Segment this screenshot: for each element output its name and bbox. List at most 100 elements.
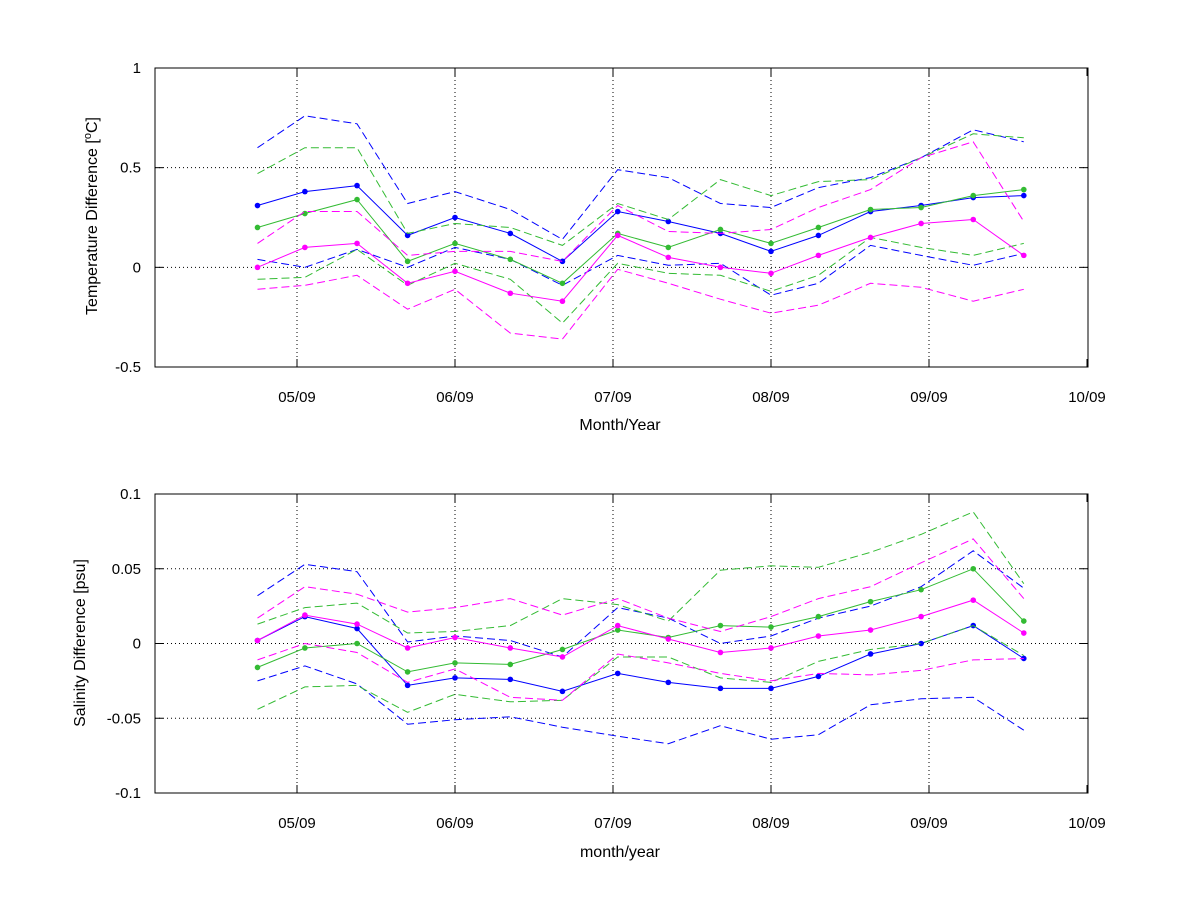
salinity-data-point <box>614 670 621 677</box>
temperature-y-tick-label: -0.5 <box>115 359 141 376</box>
salinity-y-tick-label: 0 <box>133 636 141 653</box>
salinity-series-line-3-mean <box>257 568 1025 673</box>
temperature-data-point <box>452 268 458 275</box>
salinity-data-point <box>768 685 774 692</box>
temperature-data-point <box>302 210 308 217</box>
salinity-data-point <box>1021 655 1027 662</box>
salinity-y-tick-label: 0.1 <box>120 486 141 503</box>
temperature-data-point <box>717 226 724 233</box>
salinity-data-point <box>614 627 621 633</box>
temperature-data-point <box>559 280 566 287</box>
salinity-x-tick-label: 08/09 <box>752 815 790 832</box>
temperature-x-tick-label: 05/09 <box>278 389 316 406</box>
temperature-data-point <box>354 196 360 203</box>
temperature-data-point <box>404 232 411 239</box>
salinity-x-tick-label: 06/09 <box>436 815 474 832</box>
salinity-data-point <box>815 633 822 639</box>
salinity-data-point <box>717 685 724 692</box>
temperature-data-point <box>1021 186 1027 193</box>
salinity-data-point <box>507 676 514 683</box>
salinity-series-line-2-dashed <box>257 665 1025 745</box>
temperature-data-point <box>867 234 874 241</box>
salinity-series-line-1-dashed <box>257 550 1025 658</box>
salinity-data-point <box>918 640 924 647</box>
salinity-series-line-0-mean <box>257 616 1025 692</box>
salinity-x-ticks: 05/09 06/09 07/09 08/09 09/09 10/09 <box>278 494 1106 832</box>
temperature-series <box>254 115 1027 340</box>
salinity-data-point <box>452 634 458 641</box>
temperature-y-ticks: -0.5 0 0.5 1 <box>115 60 1088 376</box>
salinity-data-point <box>717 622 724 629</box>
temperature-data-point <box>404 280 411 287</box>
salinity-data-point <box>354 640 360 647</box>
temperature-data-point <box>717 264 724 271</box>
salinity-data-point <box>1021 618 1027 624</box>
salinity-data-point <box>614 622 621 629</box>
temperature-y-tick-label: 0.5 <box>120 160 141 177</box>
salinity-data-point <box>404 669 411 675</box>
salinity-data-point <box>354 625 360 632</box>
temperature-data-point <box>302 244 308 251</box>
salinity-data-point <box>254 637 261 644</box>
temperature-data-point <box>614 208 621 215</box>
salinity-data-point <box>867 627 874 633</box>
temperature-data-point <box>1021 192 1027 199</box>
salinity-data-point <box>815 673 822 680</box>
temperature-data-point <box>867 206 874 213</box>
salinity-data-point <box>559 654 566 660</box>
salinity-data-point <box>867 651 874 657</box>
temperature-data-point <box>665 254 672 261</box>
salinity-y-tick-label: 0.05 <box>112 561 141 578</box>
salinity-chart: -0.1 -0.05 0 0.05 0.1 05/09 06/09 07/09 08/09 09… <box>72 486 1106 861</box>
temperature-series-line-7-dashed <box>257 141 1025 262</box>
salinity-data-point <box>918 613 924 620</box>
temperature-x-tick-label: 08/09 <box>752 389 790 406</box>
salinity-data-point <box>665 636 672 642</box>
salinity-data-point <box>559 688 566 695</box>
temperature-x-tick-label: 10/09 <box>1068 389 1106 406</box>
salinity-data-point <box>970 597 977 603</box>
salinity-series-line-8-dashed <box>257 642 1024 701</box>
temperature-data-point <box>507 230 514 237</box>
temperature-data-point <box>768 240 774 247</box>
salinity-data-point <box>452 675 458 681</box>
temperature-series-line-2-dashed <box>257 244 1024 296</box>
temperature-x-axis-label: Month/Year <box>579 417 661 434</box>
salinity-data-point <box>254 664 261 671</box>
salinity-data-point <box>665 679 672 686</box>
salinity-series-line-7-dashed <box>257 538 1025 633</box>
salinity-data-point <box>302 645 308 651</box>
temperature-data-point <box>507 290 514 297</box>
temperature-data-point <box>815 232 822 239</box>
salinity-data-point <box>302 612 308 618</box>
temperature-series-line-8-dashed <box>257 268 1024 340</box>
temperature-data-point <box>768 270 774 277</box>
salinity-data-point <box>559 646 566 653</box>
temperature-data-point <box>452 240 458 247</box>
salinity-x-tick-label: 10/09 <box>1068 815 1106 832</box>
salinity-series-line-6-mean <box>257 599 1025 658</box>
temperature-data-point <box>254 202 261 209</box>
salinity-series-line-5-dashed <box>257 625 1025 713</box>
salinity-data-point <box>717 649 724 656</box>
salinity-data-point <box>918 586 924 593</box>
temperature-data-point <box>665 244 672 251</box>
temperature-data-point <box>452 214 458 221</box>
salinity-data-point <box>768 645 774 651</box>
salinity-data-point <box>815 613 822 620</box>
salinity-x-tick-label: 07/09 <box>594 815 632 832</box>
temperature-data-point <box>815 224 822 231</box>
temperature-data-point <box>970 192 977 199</box>
temperature-series-line-1-dashed <box>257 115 1024 241</box>
temperature-data-point <box>815 252 822 259</box>
temperature-data-point <box>559 298 566 305</box>
temperature-x-ticks: 05/09 06/09 07/09 08/09 09/09 10/09 <box>278 68 1106 406</box>
temperature-data-point <box>768 248 774 255</box>
temperature-y-axis-label: Temperature Difference [oC] <box>82 117 101 315</box>
temperature-data-point <box>254 264 261 271</box>
temperature-data-point <box>918 220 924 227</box>
temperature-data-point <box>559 258 566 265</box>
temperature-x-tick-label: 09/09 <box>910 389 948 406</box>
salinity-y-tick-label: -0.1 <box>115 785 141 802</box>
